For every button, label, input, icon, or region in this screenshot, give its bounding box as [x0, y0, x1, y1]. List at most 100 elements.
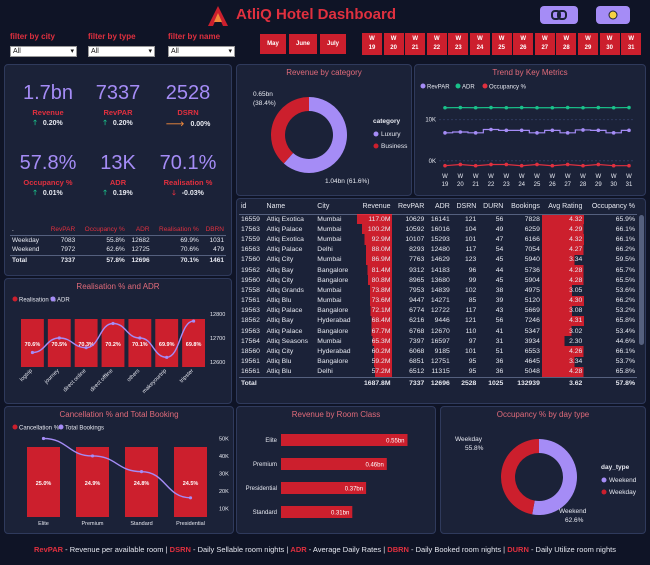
hotel-row[interactable]: 18562 Atliq Bay Hyderabad 68.4M 6216 9446 121 5… — [239, 315, 637, 327]
summary-header-cell[interactable]: ADR — [126, 225, 152, 236]
cancellation-bar[interactable] — [174, 447, 207, 517]
adr-point[interactable] — [519, 105, 524, 110]
adr-point[interactable] — [489, 105, 493, 110]
revpar-point[interactable] — [596, 128, 601, 133]
occupancy-point[interactable] — [504, 162, 509, 167]
adr-point[interactable] — [596, 105, 601, 110]
adr-point[interactable] — [504, 105, 509, 110]
adr-point[interactable] — [535, 105, 539, 110]
week-button-21[interactable]: W 21 — [405, 33, 426, 55]
hotel-header-city[interactable]: City — [315, 200, 357, 215]
month-button-july[interactable]: July — [320, 34, 346, 54]
hotel-row[interactable]: 17560 Atliq City Mumbai 86.9M 7763 14629 123 45… — [239, 254, 637, 265]
bookings-point[interactable] — [139, 470, 144, 474]
occupancy-point[interactable] — [627, 163, 631, 168]
adr-point[interactable] — [443, 105, 447, 110]
week-button-27[interactable]: W 27 — [534, 33, 555, 55]
summary-header-cell[interactable]: Occupancy % — [77, 225, 127, 236]
trend-legend-occupancy[interactable]: Occupancy % — [489, 85, 527, 91]
hotel-row[interactable]: 16563 Atliq Palace Delhi 88.0M 8293 12480 117 5… — [239, 244, 637, 255]
occupancy-point[interactable] — [489, 162, 493, 167]
hotel-row[interactable]: 19563 Atliq Palace Bangalore 67.7M 6768 12670… — [239, 326, 637, 337]
hotel-header-occupancy[interactable]: Occupancy % — [584, 200, 637, 215]
realisation-bar[interactable] — [101, 319, 125, 367]
hotel-row[interactable]: 19561 Atliq Blu Bangalore 59.2M 6851 12751 95 3… — [239, 356, 637, 367]
occupancy-point[interactable] — [535, 162, 539, 167]
category-slice-business[interactable] — [271, 97, 309, 164]
month-button-june[interactable]: June — [289, 34, 317, 54]
occupancy-point[interactable] — [473, 163, 478, 168]
adr-point[interactable] — [138, 336, 142, 340]
adr-point[interactable] — [458, 105, 463, 110]
month-button-may[interactable]: May — [260, 34, 286, 54]
revpar-point[interactable] — [565, 131, 570, 135]
hotel-row[interactable]: 19563 Atliq Palace Bangalore 72.1M 6774 12722… — [239, 305, 637, 316]
hotel-row[interactable]: 17563 Atliq Palace Mumbai 100.2M 10592 16016 1… — [239, 224, 637, 235]
bookings-point[interactable] — [90, 454, 95, 458]
revpar-point[interactable] — [581, 128, 585, 132]
occupancy-point[interactable] — [458, 162, 463, 167]
bookings-point[interactable] — [188, 496, 193, 500]
occupancy-point[interactable] — [596, 162, 601, 167]
week-button-23[interactable]: W 23 — [448, 33, 469, 55]
week-button-19[interactable]: W 19 — [362, 33, 382, 55]
room-class-bar[interactable] — [281, 506, 353, 518]
theme-toggle-button[interactable] — [596, 6, 630, 24]
hotel-header-revpar[interactable]: RevPAR — [392, 200, 427, 215]
realisation-legend-item[interactable]: Realisation % — [19, 298, 56, 304]
week-button-30[interactable]: W 30 — [599, 33, 620, 55]
summary-header-cell[interactable]: . — [10, 225, 46, 236]
realisation-bar[interactable] — [21, 319, 44, 367]
hotel-row[interactable]: 17559 Atliq Exotica Mumbai 92.9M 10107 15293 1… — [239, 234, 637, 245]
summary-row[interactable]: Weekday 7083 55.8% 12682 69.9% 1031 — [10, 235, 226, 245]
legend-business[interactable]: Business — [381, 143, 408, 150]
week-button-31[interactable]: W 31 — [621, 33, 642, 55]
hotel-row[interactable]: 16561 Atliq Blu Delhi 57.2M 6512 11315 95 36 504… — [239, 366, 637, 377]
realisation-legend-item[interactable]: ADR — [57, 298, 70, 304]
hotel-row[interactable]: 17561 Atliq Blu Mumbai 73.6M 9447 14271 85 39 51… — [239, 295, 637, 306]
trend-legend-revpar[interactable]: RevPAR — [427, 85, 450, 91]
revpar-point[interactable] — [611, 131, 616, 135]
hotel-header-id[interactable]: id — [239, 200, 265, 215]
hotel-row[interactable]: 17564 Atliq Seasons Mumbai 65.3M 7397 16597 97… — [239, 336, 637, 347]
adr-point[interactable] — [57, 336, 61, 340]
occupancy-point[interactable] — [443, 163, 447, 168]
cancellation-bar[interactable] — [27, 447, 60, 517]
realisation-bar[interactable] — [182, 319, 205, 367]
adr-point[interactable] — [550, 105, 555, 110]
occupancy-point[interactable] — [611, 163, 616, 168]
summary-header-cell[interactable]: Realisation % — [151, 225, 201, 236]
hotel-row[interactable]: 19560 Atliq City Bangalore 80.8M 8965 13680 99… — [239, 275, 637, 286]
adr-point[interactable] — [581, 105, 585, 110]
hotel-row[interactable]: 19562 Atliq Bay Bangalore 81.4M 9312 14183 96 4… — [239, 264, 637, 276]
week-button-20[interactable]: W 20 — [383, 33, 404, 55]
legend-luxury[interactable]: Luxury — [381, 131, 401, 138]
hotel-row[interactable]: 17558 Atliq Grands Mumbai 73.8M 7953 14839 102… — [239, 285, 637, 296]
trend-legend-adr[interactable]: ADR — [462, 85, 475, 91]
realisation-bar[interactable] — [128, 319, 152, 367]
summary-row[interactable]: Weekend 7972 62.6% 12725 70.6% 479 — [10, 245, 226, 255]
revpar-point[interactable] — [627, 128, 631, 133]
hotel-header-adr[interactable]: ADR — [426, 200, 452, 215]
table-scrollbar[interactable] — [639, 215, 644, 345]
week-button-24[interactable]: W 24 — [470, 33, 490, 55]
summary-row[interactable]: Total 7337 57.8% 12696 70.1% 1461 — [10, 254, 226, 265]
revpar-point[interactable] — [473, 131, 478, 135]
week-button-25[interactable]: W 25 — [491, 33, 512, 55]
day-type-slice-weekend[interactable] — [532, 439, 577, 515]
cancellation-bar[interactable] — [76, 447, 109, 517]
adr-point[interactable] — [191, 319, 196, 323]
room-class-bar[interactable] — [281, 434, 408, 446]
bookings-point[interactable] — [41, 436, 46, 441]
occupancy-point[interactable] — [581, 163, 585, 168]
revpar-point[interactable] — [504, 128, 509, 133]
cancellation-legend-item[interactable]: Total Bookings — [65, 426, 104, 432]
occupancy-point[interactable] — [519, 163, 524, 168]
legend-weekday[interactable]: Weekday — [609, 489, 637, 496]
summary-header-cell[interactable]: DBRN — [200, 225, 226, 236]
day-type-slice-weekday[interactable] — [501, 439, 539, 515]
hotel-row[interactable]: 18560 Atliq City Hyderabad 60.2M 6068 9185 101… — [239, 346, 637, 357]
hotel-header-durn[interactable]: DURN — [478, 200, 506, 215]
cancellation-legend-item[interactable]: Cancellation % — [19, 426, 60, 432]
occupancy-point[interactable] — [565, 162, 570, 167]
